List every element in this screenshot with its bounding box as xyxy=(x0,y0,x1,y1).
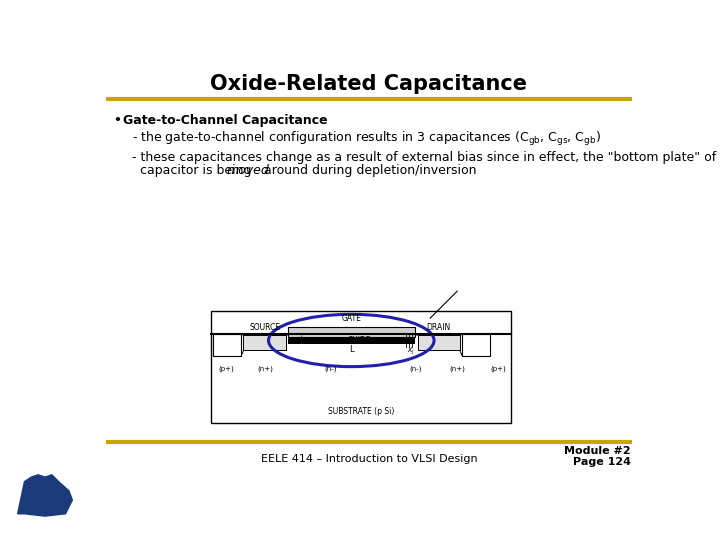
Bar xyxy=(243,335,286,350)
Text: - these capacitances change as a result of external bias since in effect, the "b: - these capacitances change as a result … xyxy=(132,151,720,164)
Text: SOURCE: SOURCE xyxy=(249,323,280,332)
Text: (p+): (p+) xyxy=(490,366,506,372)
Text: Page 124: Page 124 xyxy=(573,457,631,467)
Text: •: • xyxy=(113,114,121,127)
Text: $t_{ox}$: $t_{ox}$ xyxy=(300,334,311,346)
Text: Oxide-Related Capacitance: Oxide-Related Capacitance xyxy=(210,74,528,94)
Text: Module #2: Module #2 xyxy=(564,447,631,456)
Text: (p+): (p+) xyxy=(219,366,235,372)
Text: around during depletion/inversion: around during depletion/inversion xyxy=(260,164,477,177)
Bar xyxy=(418,335,460,350)
Polygon shape xyxy=(17,475,73,516)
Bar xyxy=(213,334,241,356)
Bar xyxy=(288,336,415,343)
Text: (n+): (n+) xyxy=(257,366,273,372)
Bar xyxy=(462,334,490,356)
Text: DRAIN: DRAIN xyxy=(426,323,451,332)
Bar xyxy=(288,327,415,336)
Text: (n-): (n-) xyxy=(324,366,337,372)
Text: capacitor is being: capacitor is being xyxy=(132,164,256,177)
Bar xyxy=(211,311,511,423)
Text: Gate-to-Channel Capacitance: Gate-to-Channel Capacitance xyxy=(122,114,327,127)
Text: L: L xyxy=(349,345,354,354)
Text: (n+): (n+) xyxy=(449,366,466,372)
Text: SUBSTRATE (p Si): SUBSTRATE (p Si) xyxy=(328,407,395,416)
Text: - the gate-to-channel configuration results in 3 capacitances (C$_{\mathregular{: - the gate-to-channel configuration resu… xyxy=(132,131,600,149)
Text: OXIDE: OXIDE xyxy=(348,335,371,345)
Text: moved: moved xyxy=(227,164,270,177)
Text: (n-): (n-) xyxy=(409,366,421,372)
Text: GATE: GATE xyxy=(342,314,361,323)
Text: $x_j$: $x_j$ xyxy=(408,346,415,357)
Text: EELE 414 – Introduction to VLSI Design: EELE 414 – Introduction to VLSI Design xyxy=(261,454,477,464)
